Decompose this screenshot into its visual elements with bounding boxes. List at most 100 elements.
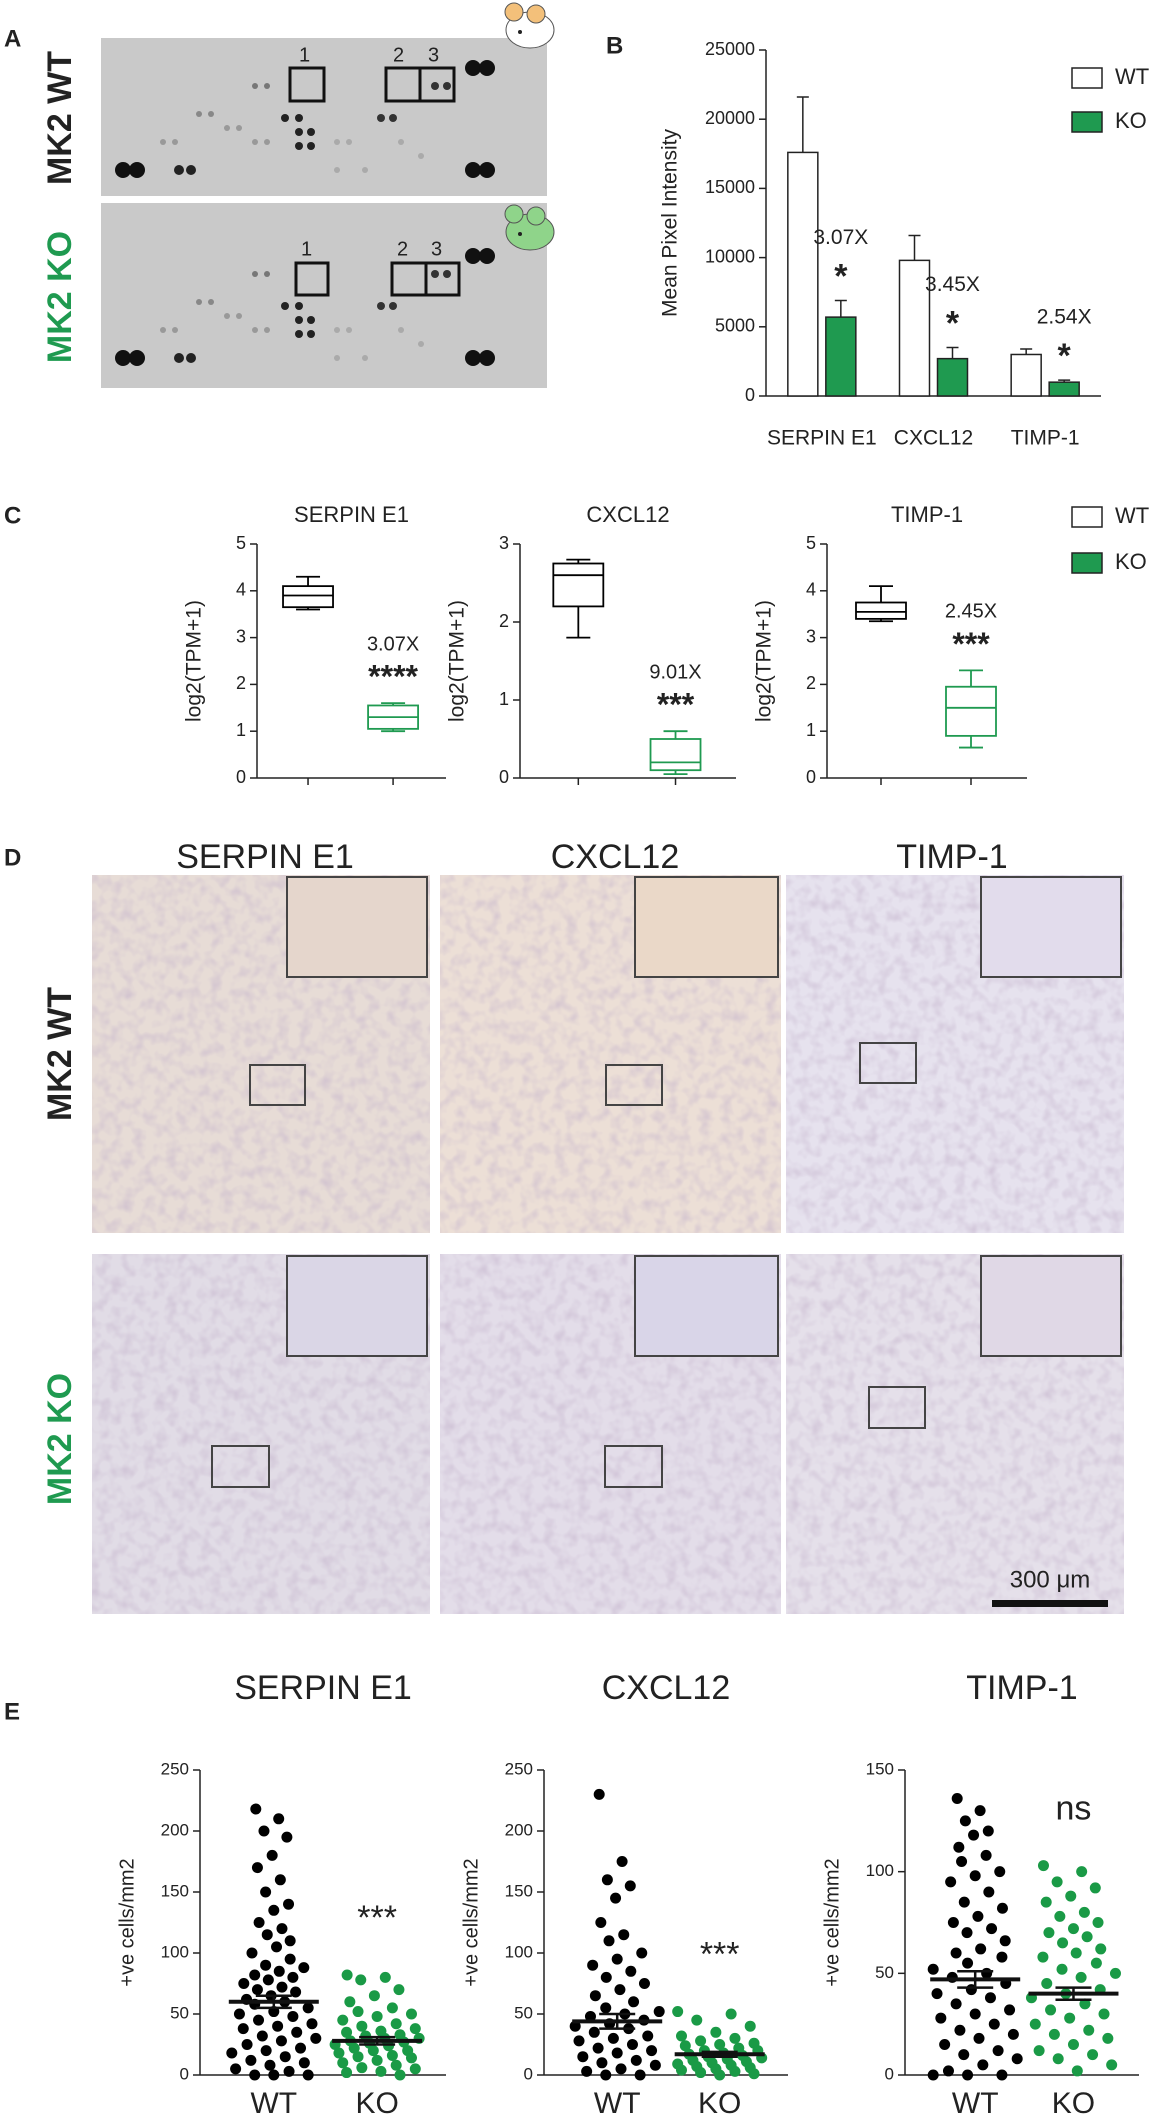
point (592, 2042, 604, 2054)
blot-boxes (288, 66, 461, 297)
point (581, 2065, 593, 2077)
point (642, 2030, 654, 2042)
point (611, 1953, 623, 1965)
point (272, 2020, 284, 2032)
point (935, 2012, 947, 2024)
point (593, 1788, 605, 1800)
point (1078, 1906, 1090, 1918)
point (1081, 1931, 1093, 1943)
point (573, 2035, 585, 2047)
point (271, 1941, 283, 1953)
point (942, 2065, 954, 2077)
y-tick-label: 0 (885, 2064, 894, 2083)
point (992, 2045, 1004, 2057)
point (1004, 2004, 1016, 2016)
panel-label: D (4, 844, 21, 871)
point (260, 1959, 272, 1971)
point (977, 2059, 989, 2071)
point (945, 1876, 957, 1888)
significance: ns (1056, 1790, 1092, 1828)
panel-label: C (4, 502, 21, 529)
point (611, 2047, 623, 2059)
point (972, 1910, 984, 1922)
point (1054, 1910, 1066, 1922)
legend-swatch (1071, 67, 1103, 89)
point (279, 2051, 291, 2063)
bar (1048, 381, 1080, 397)
point (379, 1971, 391, 1983)
y-tick-label: 1 (499, 689, 509, 709)
point (393, 1984, 405, 1996)
point (729, 2032, 741, 2044)
point (1048, 2028, 1060, 2040)
y-tick-label: 100 (161, 1942, 189, 1961)
point (249, 2069, 261, 2081)
point (1057, 1937, 1069, 1949)
point (262, 1974, 274, 1986)
box-label: 1 (299, 44, 310, 66)
y-tick-label: 5 (236, 533, 246, 553)
y-tick-label: 200 (161, 1820, 189, 1839)
point (283, 1898, 295, 1910)
y-tick-label: 10000 (705, 246, 755, 266)
legend-label: WT (1115, 64, 1149, 89)
y-tick-label: 250 (161, 1759, 189, 1778)
x-tick-label: TIMP-1 (1011, 427, 1080, 450)
point (230, 2063, 242, 2075)
point (276, 1981, 288, 1993)
point (344, 1996, 356, 2008)
point (980, 1849, 992, 1861)
box (552, 562, 605, 608)
point (241, 2039, 253, 2050)
significance: **** (368, 659, 418, 695)
point (988, 2018, 1000, 2030)
point (947, 1917, 959, 1928)
y-tick-label: 0 (524, 2064, 533, 2083)
box (649, 738, 702, 772)
sem (1055, 1986, 1092, 2002)
error-bar (946, 346, 959, 359)
point (961, 1927, 973, 1939)
point (596, 2057, 608, 2069)
sem (957, 1970, 994, 1989)
significance: * (1058, 337, 1072, 375)
point (616, 1856, 628, 1867)
fold-change: 9.01X (649, 661, 701, 683)
point (1011, 2053, 1023, 2065)
point (577, 2051, 589, 2063)
point (956, 1856, 968, 1867)
significance: * (834, 257, 848, 295)
y-tick-label: 20000 (705, 108, 755, 128)
point (638, 1978, 650, 1989)
point (1065, 1890, 1077, 1902)
y-tick-label: 5 (806, 533, 816, 553)
point (245, 2054, 257, 2066)
micrographs (92, 875, 1124, 1614)
chart-title: TIMP-1 (966, 1669, 1077, 1707)
fold-change: 3.07X (367, 633, 419, 655)
point (302, 2002, 314, 2014)
point (1098, 2008, 1110, 2020)
point (256, 2030, 268, 2042)
legend-label: KO (1115, 549, 1147, 574)
point (695, 2067, 707, 2079)
point (390, 2059, 402, 2071)
chart-title: TIMP-1 (891, 502, 963, 527)
point (1051, 1876, 1063, 1888)
point (1079, 1998, 1091, 2010)
point (352, 2051, 364, 2063)
point (368, 1990, 380, 2002)
x-tick-label: WT (250, 2087, 297, 2120)
point (649, 2059, 661, 2071)
bar (787, 151, 819, 397)
column-title: CXCL12 (551, 838, 680, 876)
y-tick-label: 2 (806, 673, 816, 693)
x-tick-label: KO (1052, 2087, 1095, 2120)
point (927, 2069, 939, 2081)
y-tick-label: 150 (866, 1759, 894, 1778)
point (409, 2023, 421, 2035)
point (1089, 1882, 1101, 1894)
fold-change: 3.45X (925, 273, 980, 296)
point (974, 1805, 986, 1817)
